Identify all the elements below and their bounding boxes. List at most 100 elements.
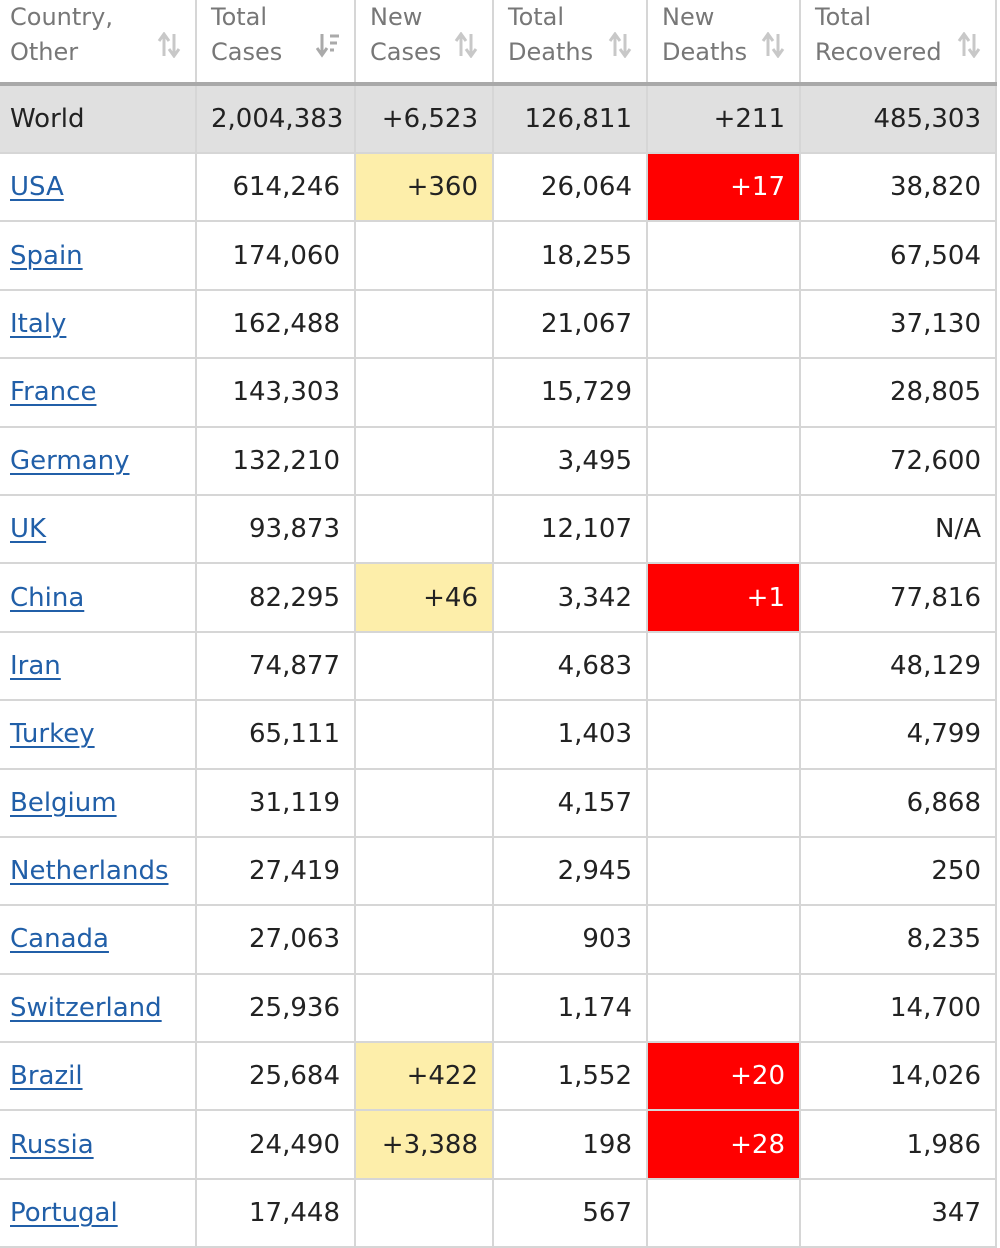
- country-link[interactable]: Spain: [10, 240, 83, 271]
- country-cell[interactable]: Belgium: [0, 767, 197, 838]
- country-link[interactable]: UK: [10, 514, 47, 545]
- new-cases-cell: [354, 835, 494, 907]
- table-header: Country, Other Total Cases New Cases Total Deat…: [0, 0, 997, 86]
- total-cases-cell: 31,119: [195, 767, 356, 838]
- new-deaths-cell: [646, 288, 801, 360]
- country-link[interactable]: Italy: [10, 308, 67, 339]
- new-cases-cell: [354, 357, 494, 428]
- country-link[interactable]: Belgium: [10, 787, 117, 818]
- column-header[interactable]: Total Cases: [195, 0, 356, 86]
- total-deaths-cell: 4,683: [492, 630, 648, 702]
- total-deaths-cell: 903: [492, 904, 648, 975]
- table-row: Iran 74,877 4,683 48,129: [0, 630, 997, 702]
- country-link[interactable]: Netherlands: [10, 856, 169, 887]
- column-header[interactable]: Country, Other: [0, 0, 197, 86]
- total-deaths-cell: 198: [492, 1109, 648, 1180]
- new-deaths-cell: +28: [646, 1109, 801, 1180]
- sort-updown-icon[interactable]: [761, 32, 785, 58]
- total-cases-cell: 614,246: [195, 151, 356, 223]
- new-cases-cell: [354, 904, 494, 975]
- column-header-line2: Cases: [370, 38, 442, 66]
- country-cell[interactable]: Turkey: [0, 699, 197, 770]
- total-deaths-cell: 26,064: [492, 151, 648, 223]
- country-cell[interactable]: Canada: [0, 904, 197, 975]
- new-deaths-cell: [646, 835, 801, 907]
- country-cell[interactable]: Netherlands: [0, 835, 197, 907]
- total-deaths-cell: 3,495: [492, 425, 648, 496]
- new-deaths-cell: [646, 972, 801, 1044]
- new-cases-cell: +360: [354, 151, 494, 223]
- country-cell[interactable]: China: [0, 562, 197, 633]
- column-header[interactable]: New Cases: [354, 0, 494, 86]
- sort-updown-icon[interactable]: [454, 32, 478, 58]
- total-deaths-cell: 126,811: [492, 83, 648, 154]
- country-cell[interactable]: Portugal: [0, 1177, 197, 1248]
- table-body: World 2,004,383 +6,523 126,811 +211 485,303 US…: [0, 83, 997, 1248]
- new-cases-cell: [354, 425, 494, 496]
- column-header[interactable]: New Deaths: [646, 0, 801, 86]
- country-cell[interactable]: Iran: [0, 630, 197, 702]
- table-row: Turkey 65,111 1,403 4,799: [0, 699, 997, 770]
- new-cases-cell: [354, 288, 494, 360]
- total-deaths-cell: 21,067: [492, 288, 648, 360]
- total-recovered-cell: 8,235: [799, 904, 997, 975]
- country-link[interactable]: France: [10, 377, 97, 408]
- total-cases-cell: 162,488: [195, 288, 356, 360]
- new-cases-cell: +422: [354, 1041, 494, 1112]
- country-cell[interactable]: Spain: [0, 220, 197, 291]
- total-deaths-cell: 12,107: [492, 493, 648, 565]
- table-row: Russia 24,490 +3,388 198 +28 1,986: [0, 1109, 997, 1180]
- column-header[interactable]: Total Recovered: [799, 0, 997, 86]
- total-cases-cell: 27,419: [195, 835, 356, 907]
- new-deaths-cell: [646, 767, 801, 838]
- country-cell[interactable]: Italy: [0, 288, 197, 360]
- country-link[interactable]: Portugal: [10, 1198, 118, 1229]
- country-cell[interactable]: Brazil: [0, 1041, 197, 1112]
- new-cases-cell: [354, 972, 494, 1044]
- country-cell[interactable]: UK: [0, 493, 197, 565]
- country-link[interactable]: Switzerland: [10, 992, 162, 1023]
- country-link[interactable]: Russia: [10, 1129, 94, 1160]
- country-link[interactable]: China: [10, 582, 85, 613]
- country-link[interactable]: Turkey: [10, 719, 95, 750]
- total-recovered-cell: 347: [799, 1177, 997, 1248]
- country-cell[interactable]: Russia: [0, 1109, 197, 1180]
- column-header[interactable]: Total Deaths: [492, 0, 648, 86]
- column-header-line1: Total: [815, 3, 872, 31]
- total-cases-cell: 82,295: [195, 562, 356, 633]
- new-cases-cell: [354, 493, 494, 565]
- new-cases-cell: [354, 1177, 494, 1248]
- total-cases-cell: 25,684: [195, 1041, 356, 1112]
- column-header-line1: Total: [211, 3, 268, 31]
- country-link[interactable]: Brazil: [10, 1061, 83, 1092]
- table-row: Germany 132,210 3,495 72,600: [0, 425, 997, 496]
- new-deaths-cell: [646, 630, 801, 702]
- new-cases-cell: [354, 699, 494, 770]
- new-cases-cell: [354, 630, 494, 702]
- sort-desc-active-icon[interactable]: [316, 32, 340, 58]
- table-row: France 143,303 15,729 28,805: [0, 357, 997, 428]
- country-cell[interactable]: USA: [0, 151, 197, 223]
- country-link[interactable]: Iran: [10, 650, 61, 681]
- total-recovered-cell: 48,129: [799, 630, 997, 702]
- sort-updown-icon[interactable]: [608, 32, 632, 58]
- country-cell[interactable]: France: [0, 357, 197, 428]
- new-deaths-cell: [646, 1177, 801, 1248]
- country-cell[interactable]: Switzerland: [0, 972, 197, 1044]
- new-deaths-cell: +211: [646, 83, 801, 154]
- country-link[interactable]: USA: [10, 172, 64, 203]
- country-cell[interactable]: Germany: [0, 425, 197, 496]
- country-link[interactable]: Canada: [10, 924, 109, 955]
- total-deaths-cell: 567: [492, 1177, 648, 1248]
- sort-updown-icon[interactable]: [157, 32, 181, 58]
- total-cases-cell: 132,210: [195, 425, 356, 496]
- sort-updown-icon[interactable]: [957, 32, 981, 58]
- new-deaths-cell: +20: [646, 1041, 801, 1112]
- column-header-line2: Recovered: [815, 38, 942, 66]
- column-header-line2: Cases: [211, 38, 283, 66]
- new-deaths-cell: +17: [646, 151, 801, 223]
- total-recovered-cell: 72,600: [799, 425, 997, 496]
- column-header-line2: Deaths: [662, 38, 748, 66]
- country-link[interactable]: Germany: [10, 445, 130, 476]
- header-row: Country, Other Total Cases New Cases Total Deat…: [0, 0, 997, 86]
